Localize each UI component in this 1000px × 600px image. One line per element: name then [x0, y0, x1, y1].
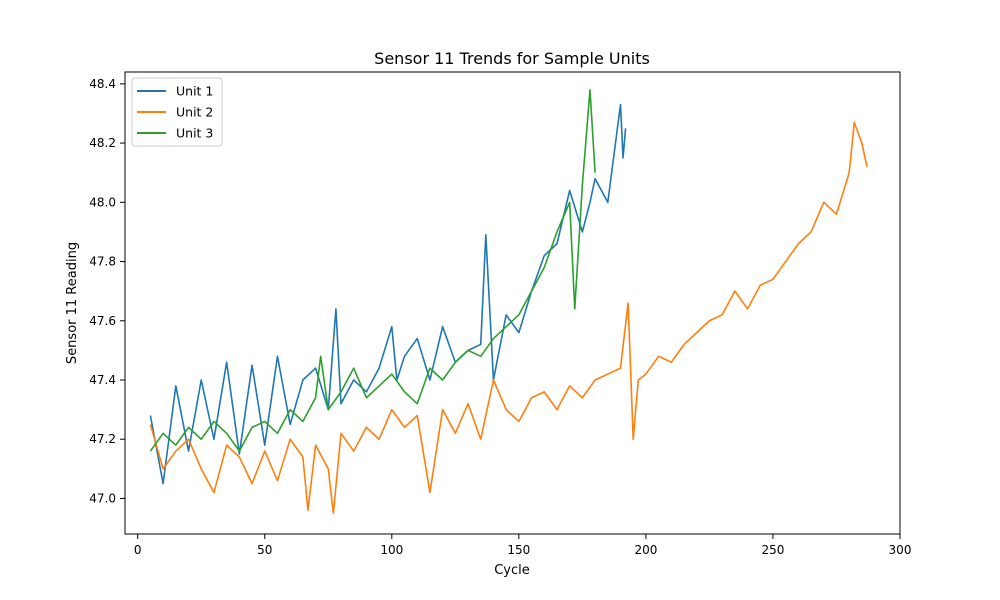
y-tick-label: 48.0 [89, 195, 116, 209]
x-tick-label: 250 [761, 543, 784, 557]
y-tick-label: 47.6 [89, 314, 116, 328]
legend-label-1: Unit 1 [176, 84, 213, 99]
legend-label-3: Unit 3 [176, 126, 213, 141]
x-tick-label: 50 [257, 543, 272, 557]
x-tick-label: 100 [380, 543, 403, 557]
legend: Unit 1 Unit 2 Unit 3 [131, 77, 223, 147]
y-tick-label: 48.2 [89, 136, 116, 150]
plot-frame [124, 71, 901, 535]
x-tick-label: 300 [889, 543, 912, 557]
y-tick-label: 47.0 [89, 491, 116, 505]
chart-title: Sensor 11 Trends for Sample Units [374, 49, 650, 68]
y-tick-label: 47.8 [89, 255, 116, 269]
x-tick-label: 150 [507, 543, 530, 557]
y-axis-ticks: 47.0 47.2 47.4 47.6 47.8 48.0 48.2 48.4 [89, 77, 125, 505]
y-tick-label: 47.4 [89, 373, 116, 387]
legend-box [131, 77, 223, 147]
x-tick-label: 0 [134, 543, 142, 557]
series-line-3 [149, 88, 596, 452]
y-tick-label: 48.4 [89, 77, 116, 91]
plot-area [124, 71, 901, 535]
x-tick-label: 200 [634, 543, 657, 557]
x-axis-ticks: 0 50 100 150 200 250 300 [134, 534, 912, 557]
y-tick-label: 47.2 [89, 432, 116, 446]
series-line-2 [149, 121, 868, 515]
legend-label-2: Unit 2 [176, 105, 213, 120]
x-axis-label: Cycle [494, 563, 530, 578]
series-line-1 [149, 103, 627, 485]
y-axis-label: Sensor 11 Reading [65, 242, 80, 364]
series-group [149, 88, 868, 515]
